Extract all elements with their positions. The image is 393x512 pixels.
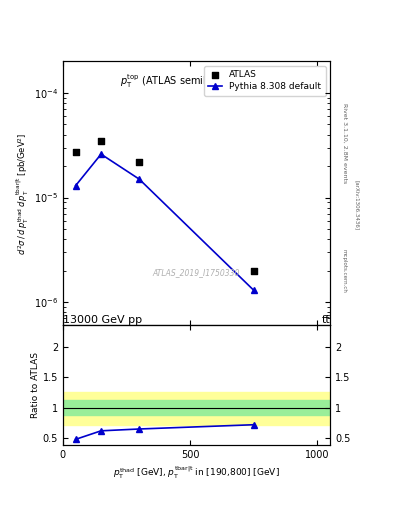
- ATLAS: [72, 148, 79, 157]
- Line: Pythia 8.308 default: Pythia 8.308 default: [72, 151, 257, 294]
- Text: mcplots.cern.ch: mcplots.cern.ch: [342, 249, 347, 293]
- Pythia 8.308 default: [252, 287, 256, 293]
- Text: tt̅: tt̅: [321, 315, 330, 326]
- Pythia 8.308 default: [73, 183, 78, 189]
- Y-axis label: $d^2\sigma\,/\,d\,p_\mathrm{T}^\mathrm{thad}\,d\,p_\mathrm{T}^\mathrm{tbar|t}$ [: $d^2\sigma\,/\,d\,p_\mathrm{T}^\mathrm{t…: [15, 132, 31, 254]
- X-axis label: $p_\mathrm{T}^\mathrm{thad}$ [GeV], $p_\mathrm{T}^\mathrm{tbar|t}$ in [190,800] : $p_\mathrm{T}^\mathrm{thad}$ [GeV], $p_\…: [113, 464, 280, 481]
- Text: Rivet 3.1.10, 2.8M events: Rivet 3.1.10, 2.8M events: [342, 103, 347, 183]
- Text: [arXiv:1306.3436]: [arXiv:1306.3436]: [354, 180, 359, 230]
- Pythia 8.308 default: [137, 176, 141, 182]
- ATLAS: [98, 137, 104, 145]
- ATLAS: [251, 267, 257, 275]
- Y-axis label: Ratio to ATLAS: Ratio to ATLAS: [31, 352, 40, 418]
- Legend: ATLAS, Pythia 8.308 default: ATLAS, Pythia 8.308 default: [204, 66, 326, 96]
- ATLAS: [136, 158, 142, 166]
- Text: $p_\mathrm{T}^\mathrm{top}$ (ATLAS semileptonic tt̅bar): $p_\mathrm{T}^\mathrm{top}$ (ATLAS semil…: [120, 72, 273, 90]
- Text: ATLAS_2019_I1750330: ATLAS_2019_I1750330: [153, 268, 240, 277]
- Pythia 8.308 default: [99, 151, 103, 157]
- Text: 13000 GeV pp: 13000 GeV pp: [63, 315, 142, 326]
